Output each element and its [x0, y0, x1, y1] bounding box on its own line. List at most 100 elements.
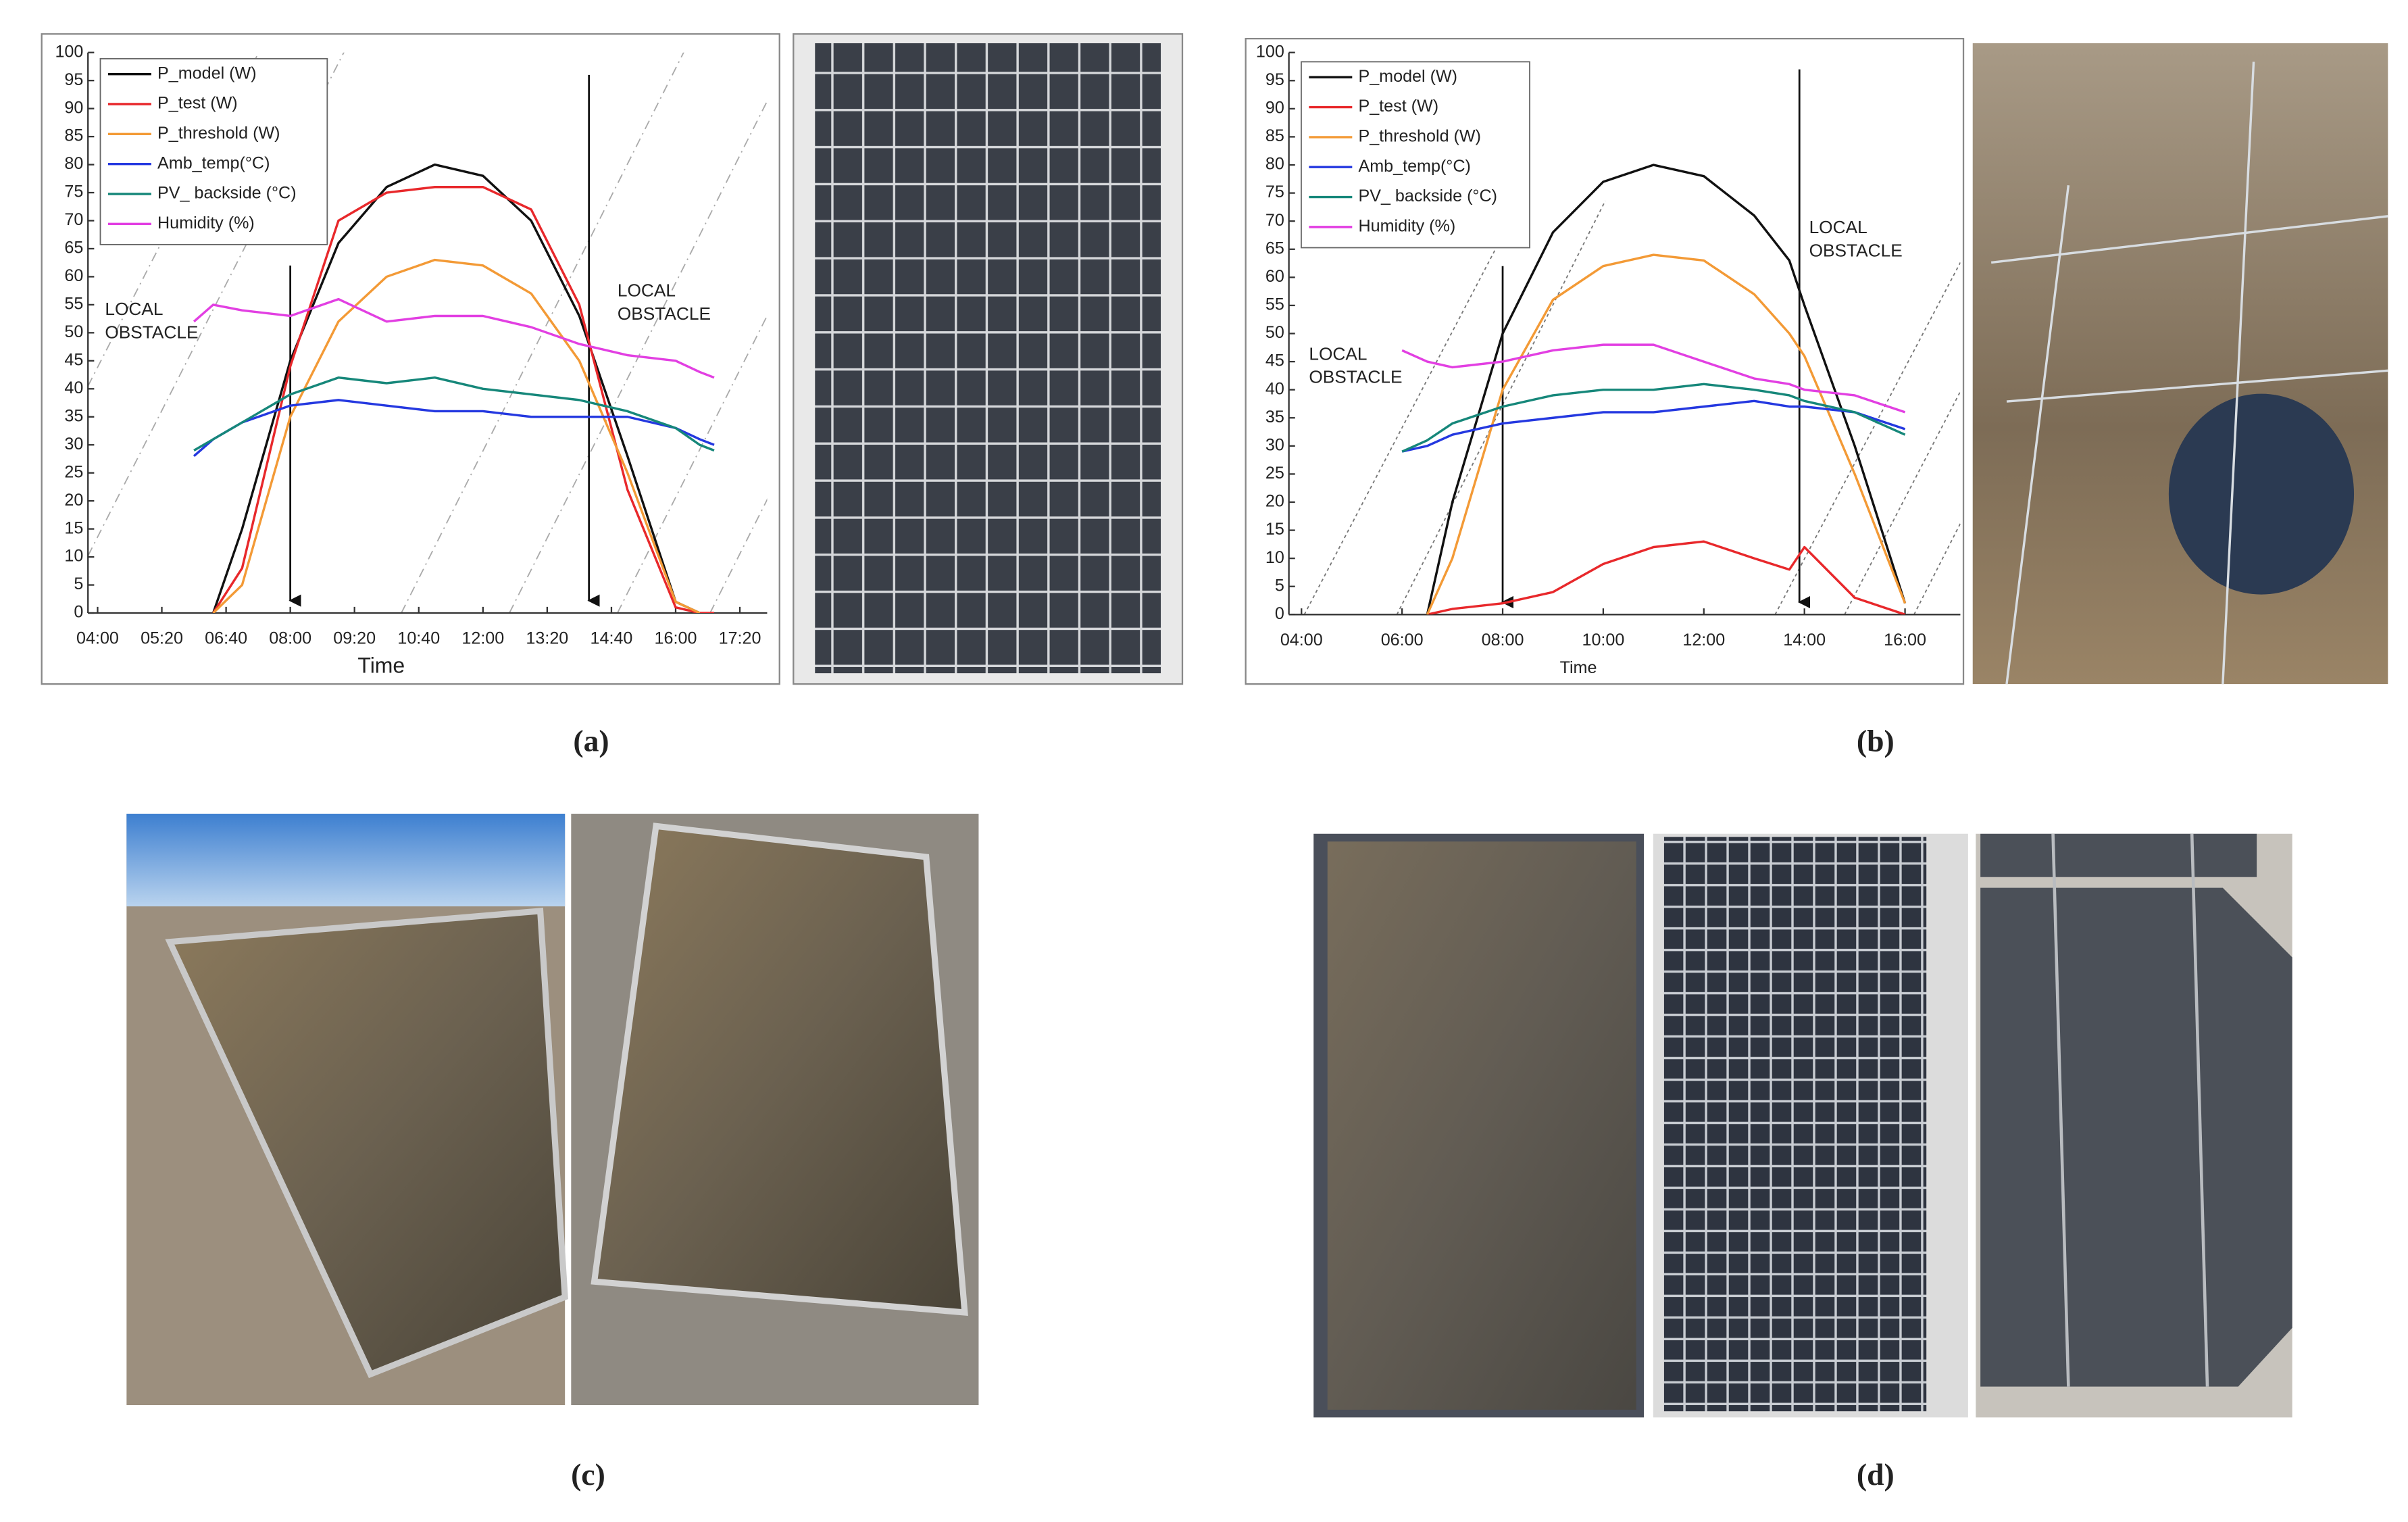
y-tick-label: 20	[64, 491, 83, 510]
series-line	[1401, 343, 1906, 414]
series-line	[211, 163, 701, 614]
x-tick-label: 04:00	[76, 629, 119, 647]
photo-panel	[1663, 837, 1927, 1412]
x-axis-label: Time	[1560, 658, 1597, 677]
y-tick-label: 75	[64, 182, 83, 201]
guide-lines	[1303, 200, 1961, 615]
y-tick-label: 50	[1265, 323, 1284, 342]
legend-box	[1301, 61, 1530, 249]
y-tick-label: 5	[1275, 576, 1284, 595]
y-tick-label: 5	[74, 574, 83, 593]
x-tick-label: 10:40	[397, 629, 440, 647]
x-tick-label: 10:00	[1582, 631, 1624, 649]
annotation: OBSTACLE	[105, 322, 198, 342]
y-tick-label: 35	[1265, 408, 1284, 426]
x-tick-label: 09:20	[333, 629, 376, 647]
photo-panel	[815, 43, 1161, 674]
annotation: LOCAL	[1309, 343, 1367, 364]
y-tick-label: 100	[1256, 42, 1284, 61]
x-tick-label: 08:00	[1482, 631, 1524, 649]
y-tick-label: 25	[64, 462, 83, 481]
y-tick-label: 85	[64, 126, 83, 145]
x-tick-label: 12:00	[461, 629, 504, 647]
y-tick-label: 45	[1265, 351, 1284, 370]
panel-label: (d)	[1857, 1457, 1895, 1492]
y-tick-label: 35	[64, 406, 83, 425]
y-tick-label: 90	[1265, 99, 1284, 118]
annotation: LOCAL	[1809, 217, 1867, 237]
photo-detail	[1990, 62, 2388, 685]
legend-label: P_threshold (W)	[1358, 127, 1481, 146]
x-tick-label: 12:00	[1682, 631, 1725, 649]
x-tick-label: 17:20	[719, 629, 761, 647]
legend-label: P_test (W)	[1358, 97, 1438, 116]
annotation: OBSTACLE	[1809, 240, 1903, 260]
y-tick-label: 70	[1265, 211, 1284, 230]
legend-label: PV_ backside (°C)	[157, 184, 297, 203]
photo-panel	[591, 823, 968, 1316]
series-line	[193, 376, 715, 452]
x-tick-label: 04:00	[1280, 631, 1323, 649]
legend-label: Humidity (%)	[1358, 217, 1455, 236]
y-tick-label: 40	[64, 378, 83, 397]
y-tick-label: 95	[1265, 70, 1284, 89]
photo-detail	[126, 814, 566, 907]
y-tick-label: 65	[64, 239, 83, 257]
legend-label: PV_ backside (°C)	[1358, 187, 1497, 205]
y-tick-label: 75	[1265, 182, 1284, 201]
series-line	[193, 297, 715, 379]
y-tick-label: 80	[1265, 155, 1284, 174]
series-line	[1427, 540, 1906, 615]
annotation: LOCAL	[105, 299, 163, 319]
annotation: OBSTACLE	[618, 303, 711, 324]
photo-panel	[165, 908, 568, 1379]
series-line	[1401, 383, 1906, 453]
y-tick-label: 95	[64, 70, 83, 89]
series-line	[212, 258, 701, 614]
y-tick-label: 30	[1265, 435, 1284, 454]
panel-label: (c)	[571, 1457, 605, 1492]
y-tick-label: 15	[1265, 520, 1284, 539]
x-tick-label: 06:00	[1381, 631, 1424, 649]
y-tick-label: 15	[64, 518, 83, 537]
y-tick-label: 25	[1265, 464, 1284, 483]
y-tick-label: 20	[1265, 492, 1284, 511]
x-tick-label: 05:20	[141, 629, 183, 647]
y-tick-label: 100	[55, 42, 83, 61]
panel-label: (a)	[573, 724, 609, 758]
y-tick-label: 85	[1265, 126, 1284, 145]
annotation: OBSTACLE	[1309, 367, 1402, 387]
photo-panel	[1980, 887, 2292, 1387]
panel-label: (b)	[1857, 724, 1895, 758]
x-tick-label: 16:00	[1884, 631, 1926, 649]
series-line	[1401, 399, 1906, 453]
annotation: LOCAL	[618, 280, 676, 301]
y-tick-label: 10	[1265, 548, 1284, 567]
series-line	[1426, 253, 1907, 615]
x-tick-label: 08:00	[269, 629, 311, 647]
y-tick-label: 70	[64, 210, 83, 229]
photo-detail	[2051, 833, 2209, 1387]
y-tick-label: 60	[64, 266, 83, 285]
x-axis-label: Time	[357, 653, 405, 677]
y-tick-label: 60	[1265, 267, 1284, 286]
legend-box	[99, 57, 328, 245]
y-tick-label: 50	[64, 322, 83, 341]
legend-label: Amb_temp(°C)	[157, 153, 270, 172]
x-tick-label: 14:40	[591, 629, 633, 647]
photo	[1972, 43, 2388, 685]
photo-panel	[1327, 841, 1636, 1410]
x-tick-label: 13:20	[526, 629, 568, 647]
x-tick-label: 06:40	[205, 629, 247, 647]
photo-detail	[2168, 393, 2355, 595]
y-tick-label: 55	[1265, 295, 1284, 314]
plot-area	[1401, 164, 1907, 615]
y-tick-label: 0	[1275, 604, 1284, 623]
legend-label: Amb_temp(°C)	[1358, 157, 1470, 176]
y-tick-label: 40	[1265, 379, 1284, 398]
y-tick-label: 90	[64, 98, 83, 117]
y-tick-label: 55	[64, 295, 83, 314]
legend-label: Humidity (%)	[157, 214, 255, 232]
